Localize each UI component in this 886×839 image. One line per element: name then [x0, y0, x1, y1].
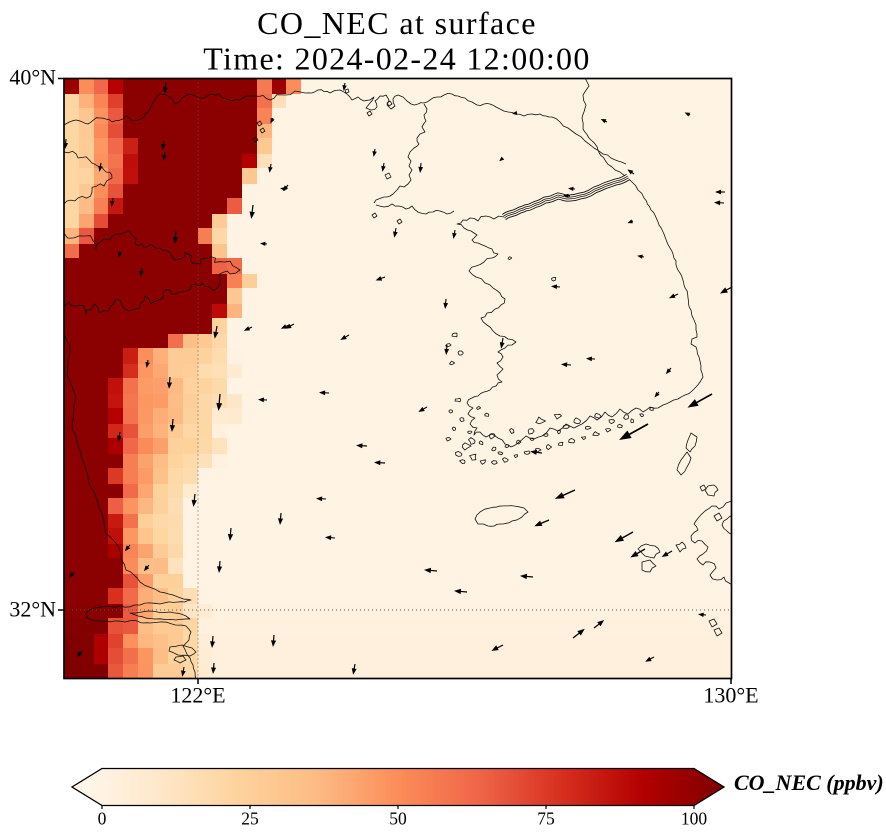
svg-text:50: 50: [389, 809, 407, 829]
svg-text:40°N: 40°N: [9, 65, 56, 90]
svg-text:100: 100: [681, 809, 708, 829]
svg-text:CO_NEC at surface: CO_NEC at surface: [257, 5, 537, 41]
svg-text:75: 75: [537, 809, 555, 829]
svg-text:130°E: 130°E: [703, 683, 758, 708]
svg-text:CO_NEC (ppbv): CO_NEC (ppbv): [734, 770, 884, 795]
svg-text:122°E: 122°E: [170, 683, 225, 708]
svg-text:Time: 2024-02-24 12:00:00: Time: 2024-02-24 12:00:00: [203, 41, 590, 77]
svg-text:0: 0: [98, 809, 107, 829]
svg-text:25: 25: [241, 809, 259, 829]
svg-text:32°N: 32°N: [9, 597, 56, 622]
